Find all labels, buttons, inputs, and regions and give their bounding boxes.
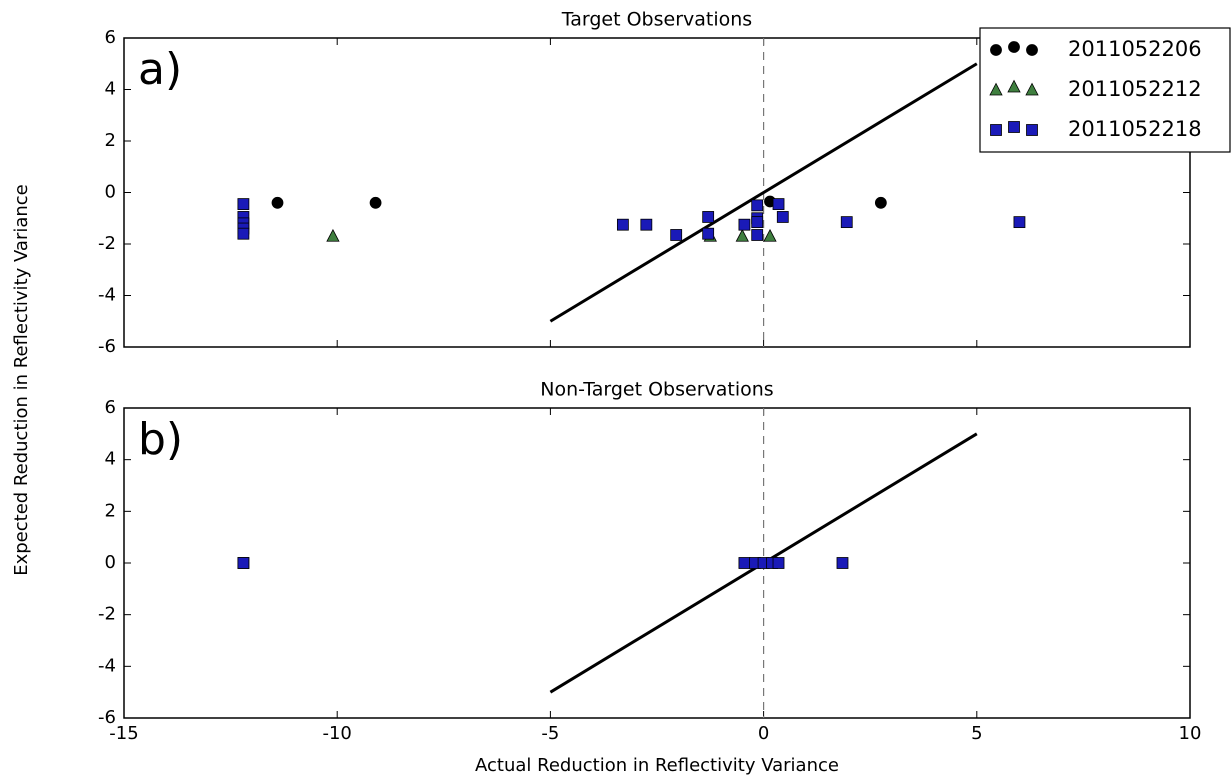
point <box>738 557 751 569</box>
point <box>237 557 250 569</box>
point <box>670 229 683 241</box>
point <box>702 211 715 223</box>
panel-label: a) <box>138 44 182 95</box>
point <box>751 229 764 241</box>
point <box>1013 216 1026 229</box>
point <box>751 199 764 212</box>
legend-label: 2011052206 <box>1068 37 1202 61</box>
x-axis-label: Actual Reduction in Reflectivity Varianc… <box>475 755 839 776</box>
point <box>369 196 382 209</box>
point <box>237 227 250 240</box>
point <box>772 198 785 210</box>
y-tick-label: 2 <box>105 130 116 151</box>
legend-marker <box>1007 79 1021 93</box>
legend-marker <box>990 44 1002 56</box>
point <box>640 218 653 231</box>
y-tick-label: 0 <box>105 182 116 203</box>
x-tick-label: -10 <box>322 723 351 744</box>
legend-marker <box>1026 44 1038 56</box>
panel-title: Non-Target Observations <box>540 379 773 401</box>
point <box>776 211 789 223</box>
y-tick-label: 6 <box>105 27 116 48</box>
y-tick-label: 4 <box>105 449 116 470</box>
legend-label: 2011052218 <box>1068 117 1202 141</box>
point <box>616 218 629 231</box>
point <box>237 198 250 210</box>
x-tick-label: -15 <box>109 723 138 744</box>
point <box>735 228 749 242</box>
y-tick-label: -4 <box>98 655 116 676</box>
x-tick-label: 5 <box>971 723 982 744</box>
legend-marker <box>1025 82 1039 96</box>
reference-line <box>549 62 978 323</box>
legend-marker <box>989 82 1003 96</box>
panel-label: b) <box>138 414 183 465</box>
point <box>836 557 849 569</box>
y-tick-label: -2 <box>98 604 116 625</box>
y-tick-label: 2 <box>105 500 116 521</box>
x-tick-label: 0 <box>758 723 769 744</box>
y-tick-label: -4 <box>98 285 116 306</box>
y-tick-label: 4 <box>105 79 116 100</box>
legend-label: 2011052212 <box>1068 77 1202 101</box>
point <box>702 227 715 240</box>
point <box>840 216 853 229</box>
point <box>772 557 785 569</box>
point <box>874 196 887 209</box>
point <box>763 228 777 242</box>
plot-frame <box>123 407 1191 719</box>
y-tick-label: -6 <box>98 707 116 728</box>
legend-box <box>979 27 1231 153</box>
legend-marker <box>1008 121 1020 133</box>
legend-marker <box>1008 41 1020 53</box>
point <box>326 228 340 242</box>
x-tick-label: 10 <box>1179 723 1202 744</box>
y-tick-label: 6 <box>105 397 116 418</box>
y-tick-label: -6 <box>98 336 116 357</box>
panel-title: Target Observations <box>561 9 752 31</box>
y-tick-label: 0 <box>105 552 116 573</box>
y-tick-label: -2 <box>98 233 116 254</box>
x-tick-label: -5 <box>541 723 559 744</box>
point <box>738 218 751 231</box>
y-axis-label: Expected Reduction in Reflectivity Varia… <box>11 184 32 576</box>
point <box>751 216 764 229</box>
point <box>271 196 284 209</box>
legend-marker <box>990 124 1002 136</box>
legend-marker <box>1026 124 1038 136</box>
